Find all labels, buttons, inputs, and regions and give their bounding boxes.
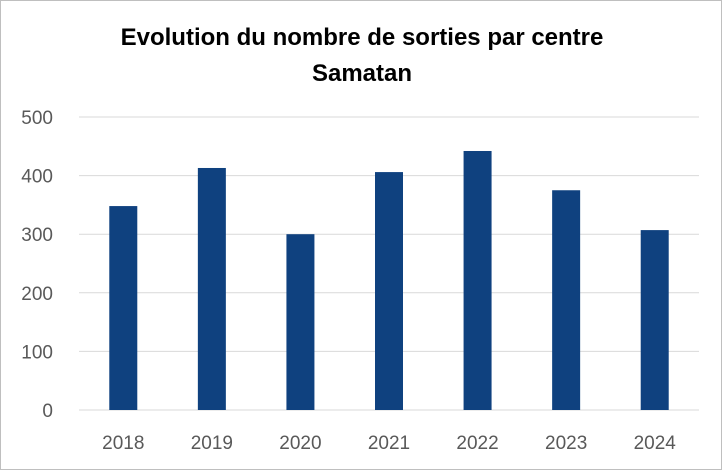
x-tick-label: 2020: [279, 433, 321, 454]
y-tick-label: 400: [21, 167, 53, 188]
bar-2022: [463, 150, 492, 410]
y-tick-label: 100: [21, 342, 53, 363]
y-tick-label: 300: [21, 225, 53, 246]
x-tick-label: 2019: [191, 433, 233, 454]
bar-2023: [552, 190, 581, 410]
bar-2021: [375, 172, 403, 410]
x-axis-ticks: 2018 2019 2020 2021 2022 2023 2024: [102, 433, 676, 454]
y-tick-label: 0: [42, 401, 53, 422]
bar-2018: [109, 206, 138, 410]
x-tick-label: 2022: [456, 433, 498, 454]
chart-title: Evolution du nombre de sorties par centr…: [121, 24, 604, 51]
y-tick-label: 200: [21, 284, 53, 305]
chart-subtitle: Samatan: [312, 60, 412, 87]
bar-2020: [286, 234, 315, 410]
bars: [109, 150, 669, 410]
x-tick-label: 2018: [102, 433, 144, 454]
y-tick-label: 500: [21, 108, 53, 129]
y-axis-ticks: 0 100 200 300 400 500: [21, 108, 53, 422]
x-tick-label: 2021: [368, 433, 410, 454]
bar-2024: [640, 230, 669, 410]
x-tick-label: 2023: [545, 433, 587, 454]
x-tick-label: 2024: [634, 433, 677, 454]
bar-2019: [197, 167, 226, 410]
